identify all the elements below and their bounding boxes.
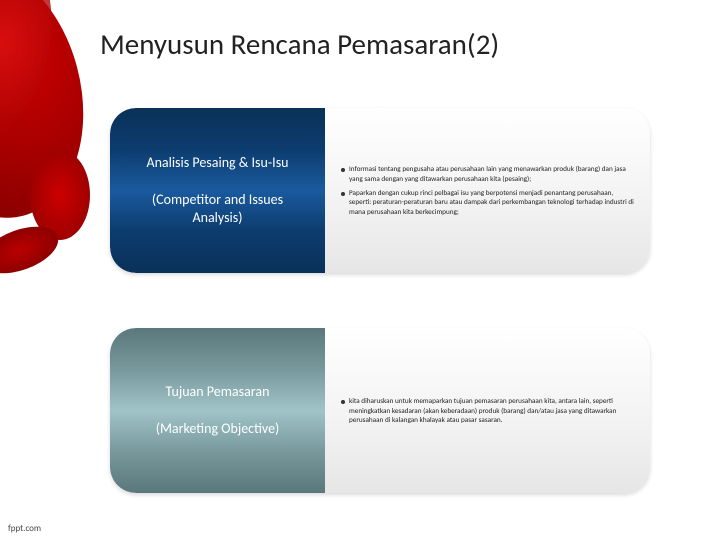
- bullet-item: Paparkan dengan cukup rinci pelbagai isu…: [341, 188, 636, 217]
- block-subtitle: (Marketing Objective): [156, 420, 280, 438]
- bullet-icon: [341, 192, 345, 196]
- slide-title: Menyusun Rencana Pemasaran(2): [100, 26, 499, 62]
- block-header-objective: Tujuan Pemasaran (Marketing Objective): [110, 328, 325, 493]
- block-body-objective: kita diharuskan untuk memaparkan tujuan …: [325, 328, 650, 493]
- footer-link: fppt.com: [8, 523, 41, 534]
- block-title: Analisis Pesaing & Isu-Isu: [146, 154, 288, 173]
- slide: Menyusun Rencana Pemasaran(2) Analisis P…: [0, 0, 720, 540]
- bullet-icon: [341, 400, 345, 404]
- bullet-text: kita diharuskan untuk memaparkan tujuan …: [349, 396, 636, 425]
- block-header-competitor: Analisis Pesaing & Isu-Isu (Competitor a…: [110, 108, 325, 273]
- bullet-item: Informasi tentang pengusaha atau perusah…: [341, 164, 636, 183]
- bullet-icon: [341, 168, 345, 172]
- block-title: Tujuan Pemasaran: [166, 383, 270, 402]
- content-block-competitor: Analisis Pesaing & Isu-Isu (Competitor a…: [110, 108, 650, 273]
- block-subtitle: (Competitor and Issues Analysis): [128, 191, 307, 227]
- bullet-text: Paparkan dengan cukup rinci pelbagai isu…: [349, 188, 636, 217]
- bullet-item: kita diharuskan untuk memaparkan tujuan …: [341, 396, 636, 425]
- red-swirl-decoration: [0, 0, 100, 540]
- content-block-objective: Tujuan Pemasaran (Marketing Objective) k…: [110, 328, 650, 493]
- bullet-text: Informasi tentang pengusaha atau perusah…: [349, 164, 636, 183]
- block-body-competitor: Informasi tentang pengusaha atau perusah…: [325, 108, 650, 273]
